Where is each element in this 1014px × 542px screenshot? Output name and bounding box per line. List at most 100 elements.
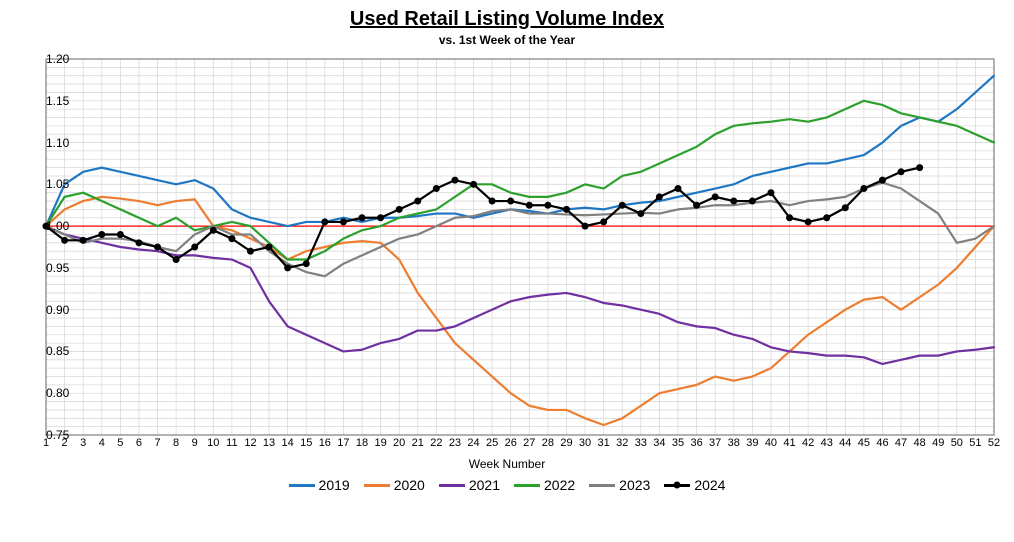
x-tick-label: 52 <box>988 435 1000 449</box>
series-marker <box>637 210 644 217</box>
legend-item: 2021 <box>439 477 500 493</box>
x-tick-label: 37 <box>709 435 721 449</box>
x-tick-label: 3 <box>80 435 86 449</box>
x-tick-label: 17 <box>337 435 349 449</box>
y-tick-label: 1.15 <box>46 94 50 108</box>
x-tick-label: 39 <box>746 435 758 449</box>
legend-label: 2020 <box>394 477 425 493</box>
x-tick-label: 18 <box>356 435 368 449</box>
x-tick-label: 5 <box>117 435 123 449</box>
x-tick-label: 46 <box>876 435 888 449</box>
legend-swatch <box>514 484 540 487</box>
x-tick-label: 51 <box>969 435 981 449</box>
x-tick-label: 32 <box>616 435 628 449</box>
x-tick-label: 42 <box>802 435 814 449</box>
x-tick-label: 12 <box>244 435 256 449</box>
x-tick-label: 2 <box>62 435 68 449</box>
series-marker <box>823 214 830 221</box>
series-marker <box>451 177 458 184</box>
x-tick-label: 31 <box>598 435 610 449</box>
series-marker <box>303 260 310 267</box>
x-tick-label: 44 <box>839 435 851 449</box>
legend-item: 2020 <box>364 477 425 493</box>
x-tick-label: 25 <box>486 435 498 449</box>
x-tick-label: 26 <box>505 435 517 449</box>
series-marker <box>414 198 421 205</box>
series-marker <box>693 202 700 209</box>
x-axis-label: Week Number <box>10 457 1004 471</box>
series-marker <box>210 227 217 234</box>
x-tick-label: 45 <box>858 435 870 449</box>
x-tick-label: 28 <box>542 435 554 449</box>
y-tick-label: 1.10 <box>46 136 50 150</box>
y-tick-label: 0.85 <box>46 344 50 358</box>
series-marker <box>266 244 273 251</box>
x-tick-label: 38 <box>728 435 740 449</box>
x-tick-label: 41 <box>783 435 795 449</box>
series-marker <box>619 202 626 209</box>
x-tick-label: 8 <box>173 435 179 449</box>
series-marker <box>842 204 849 211</box>
series-marker <box>80 237 87 244</box>
chart-title: Used Retail Listing Volume Index <box>10 8 1004 31</box>
series-marker <box>749 198 756 205</box>
y-tick-label: 0.90 <box>46 303 50 317</box>
series-marker <box>247 248 254 255</box>
y-tick-label: 0.95 <box>46 261 50 275</box>
x-tick-label: 48 <box>914 435 926 449</box>
legend-swatch <box>289 484 315 487</box>
chart-subtitle: vs. 1st Week of the Year <box>10 33 1004 47</box>
x-tick-label: 50 <box>951 435 963 449</box>
legend-swatch <box>439 484 465 487</box>
series-marker <box>507 198 514 205</box>
x-tick-label: 19 <box>374 435 386 449</box>
series-marker <box>582 223 589 230</box>
x-tick-label: 4 <box>99 435 105 449</box>
x-tick-label: 40 <box>765 435 777 449</box>
y-tick-label: 1.00 <box>46 219 50 233</box>
x-tick-label: 14 <box>282 435 294 449</box>
series-marker <box>544 202 551 209</box>
series-marker <box>526 202 533 209</box>
legend-label: 2023 <box>619 477 650 493</box>
series-marker <box>470 181 477 188</box>
series-marker <box>98 231 105 238</box>
plot-area: 0.750.800.850.900.951.001.051.101.151.20… <box>10 53 1004 453</box>
series-marker <box>191 244 198 251</box>
legend-label: 2019 <box>319 477 350 493</box>
x-tick-label: 34 <box>653 435 665 449</box>
series-marker <box>675 185 682 192</box>
x-tick-label: 23 <box>449 435 461 449</box>
series-marker <box>489 198 496 205</box>
x-tick-label: 33 <box>635 435 647 449</box>
x-tick-label: 29 <box>560 435 572 449</box>
series-marker <box>730 198 737 205</box>
series-marker <box>898 168 905 175</box>
y-tick-label: 1.20 <box>46 52 50 66</box>
x-tick-label: 47 <box>895 435 907 449</box>
x-tick-label: 24 <box>467 435 479 449</box>
series-marker <box>805 218 812 225</box>
series-marker <box>600 218 607 225</box>
x-tick-label: 20 <box>393 435 405 449</box>
series-marker <box>173 256 180 263</box>
x-tick-label: 7 <box>154 435 160 449</box>
series-marker <box>154 244 161 251</box>
x-tick-label: 15 <box>300 435 312 449</box>
series-marker <box>117 231 124 238</box>
x-tick-label: 10 <box>207 435 219 449</box>
series-marker <box>61 237 68 244</box>
series-marker <box>563 206 570 213</box>
series-marker <box>284 264 291 271</box>
x-tick-label: 21 <box>412 435 424 449</box>
x-tick-label: 9 <box>192 435 198 449</box>
series-marker <box>916 164 923 171</box>
y-tick-label: 0.80 <box>46 386 50 400</box>
series-marker <box>228 235 235 242</box>
legend-swatch <box>364 484 390 487</box>
series-marker <box>712 193 719 200</box>
legend-swatch <box>664 484 690 487</box>
legend-item: 2024 <box>664 477 725 493</box>
series-marker <box>359 214 366 221</box>
series-marker <box>433 185 440 192</box>
